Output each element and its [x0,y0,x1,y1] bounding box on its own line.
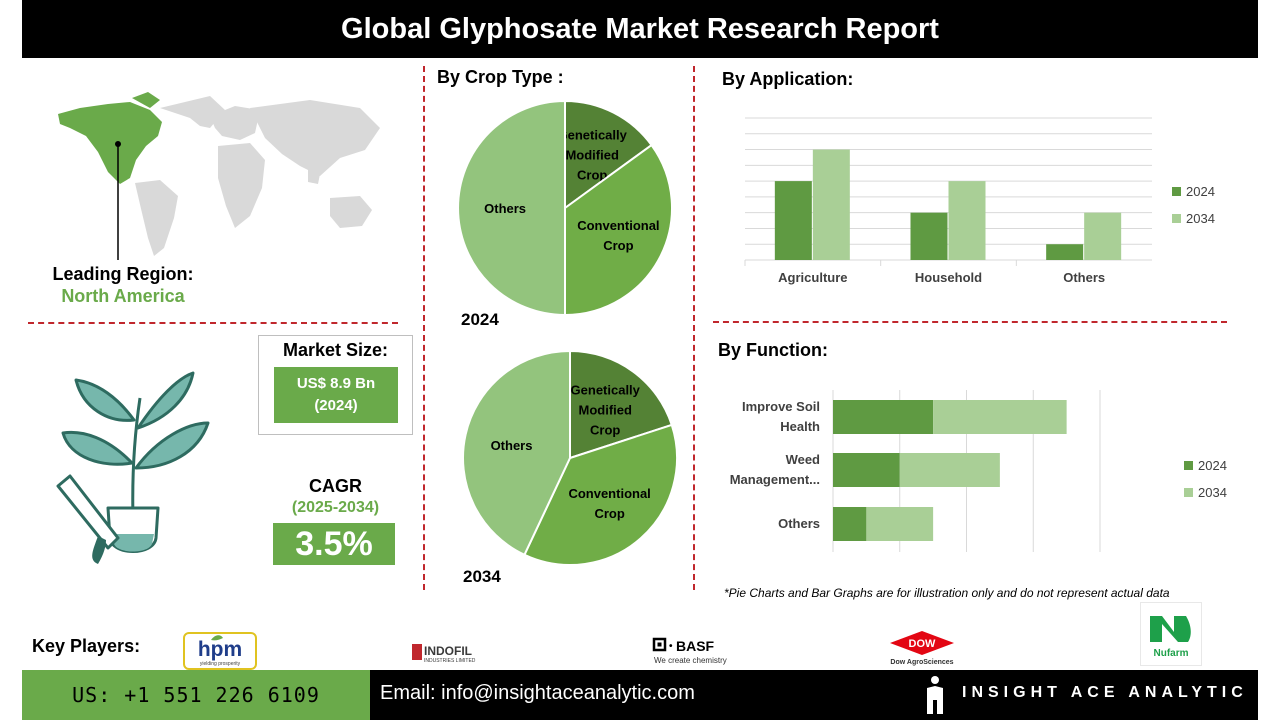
pie-slice-genetically-modified-crop [564,99,653,210]
divider-left-horizontal [28,322,398,324]
market-size-year: (2024) [314,397,358,414]
footer-email: Email: info@insightaceanalytic.com [380,682,695,704]
func-legend-swatch-2024 [1184,461,1193,470]
hpm-tagline: yielding prosperity [200,661,241,667]
footer-bar: Email: info@insightaceanalytic.com INSIG… [370,670,1258,720]
application-title: By Application: [722,69,854,89]
pie-label-conventional-crop: Conventional Crop [568,486,650,521]
brand-logo-icon [927,676,943,714]
app-legend-label-2034: 2034 [1186,211,1215,226]
footer-phone: US: +1 551 226 6109 [22,670,370,720]
hpm-logo-text: hpm [198,638,242,661]
cagr-label: CAGR [309,476,362,496]
pie-slice-others [457,99,566,317]
app-bar-household-2024 [910,212,948,260]
illustration-note: *Pie Charts and Bar Graphs are for illus… [724,586,1170,600]
app-bar-others-2034 [1084,212,1122,260]
basf-tagline: We create chemistry [654,656,727,665]
func-bar-weed-management-2034 [899,453,1000,487]
pie-slice-others [462,349,571,557]
function-bar-chart: Improve Soil Health Weed Management... Other… [730,390,1227,552]
app-legend-swatch-2024 [1172,187,1181,196]
cagr-period: (2025-2034) [291,499,380,516]
pie-label-others: Others [491,438,533,453]
key-players-label: Key Players: [32,636,141,656]
indofil-tagline: INDUSTRIES LIMITED [424,658,476,664]
divider-right [693,66,695,590]
func-legend-label-2024: 2024 [1198,458,1227,473]
pie-slice-conventional-crop [564,143,673,317]
dow-logo: DOW Dow AgroSciences [890,631,954,666]
divider-left [423,66,425,590]
func-category-label: Others [778,516,820,531]
leading-region-value: North America [61,286,185,306]
pie-slice-genetically-modified-crop [569,349,674,460]
pie-year-2034: 2034 [463,567,501,586]
pie-label-genetically-modified-crop: Genetically Modified Crop [571,383,641,438]
pie-label-others: Others [484,201,526,216]
cagr-value: 3.5% [273,523,395,565]
app-category-label: Others [1063,270,1105,285]
divider-right-horizontal [713,321,1227,323]
market-size-label: Market Size: [282,340,389,360]
market-size-value: US$ 8.9 Bn [296,375,376,392]
function-title: By Function: [718,340,828,360]
pie-chart-2034: Genetically Modified Crop Conventional Crop O… [462,349,678,566]
hpm-logo: hpm yielding prosperity [183,632,257,670]
basf-logo: • BASF We create chemistry [652,637,727,665]
app-bar-agriculture-2034 [812,149,850,260]
indofil-logo: INDOFIL INDUSTRIES LIMITED [412,644,476,664]
app-bar-agriculture-2024 [774,181,812,260]
leading-region-label: Leading Region: [52,264,194,284]
nufarm-logo: Nufarm [1140,602,1202,666]
market-size-box: Market Size: US$ 8.9 Bn (2024) [258,335,413,435]
func-bar-others-2024 [833,507,867,541]
func-bar-others-2034 [866,507,934,541]
pie-chart-2024: Genetically Modified Crop Conventional Crop O… [457,99,673,317]
footer-brand: INSIGHT ACE ANALYTIC [962,684,1248,701]
nufarm-logo-text: Nufarm [1153,648,1188,659]
basf-logo-text: BASF [676,638,715,654]
app-legend-label-2024: 2024 [1186,184,1215,199]
func-bar-improve-soil-health-2024 [833,400,934,434]
pie-slice-conventional-crop [523,423,678,566]
market-size-value-badge: US$ 8.9 Bn (2024) [274,367,398,423]
app-bar-others-2024 [1046,244,1084,260]
func-bar-weed-management-2024 [833,453,900,487]
application-bar-chart: Agriculture Household Others 2024 2034 [744,117,1215,285]
pie-label-genetically-modified-crop: Genetically Modified Crop [558,128,628,183]
page-title: Global Glyphosate Market Research Report [22,0,1258,58]
indofil-logo-text: INDOFIL [424,644,472,658]
dow-tagline: Dow AgroSciences [890,659,953,666]
func-legend-swatch-2034 [1184,488,1193,497]
app-legend-swatch-2034 [1172,214,1181,223]
pie-label-conventional-crop: Conventional Crop [577,218,659,253]
svg-text:•: • [669,641,673,652]
func-bar-improve-soil-health-2034 [933,400,1067,434]
pie-year-2024: 2024 [461,310,499,329]
plant-lab-icon [56,371,210,564]
dow-logo-text: DOW [909,638,937,650]
func-category-label: Weed Management... [730,452,820,487]
app-bar-household-2034 [948,181,986,260]
func-legend-label-2034: 2034 [1198,485,1227,500]
app-category-label: Household [915,270,982,285]
func-category-label: Improve Soil Health [742,399,820,434]
crop-type-title: By Crop Type : [437,67,564,87]
app-category-label: Agriculture [778,270,847,285]
world-map-icon [58,92,380,260]
